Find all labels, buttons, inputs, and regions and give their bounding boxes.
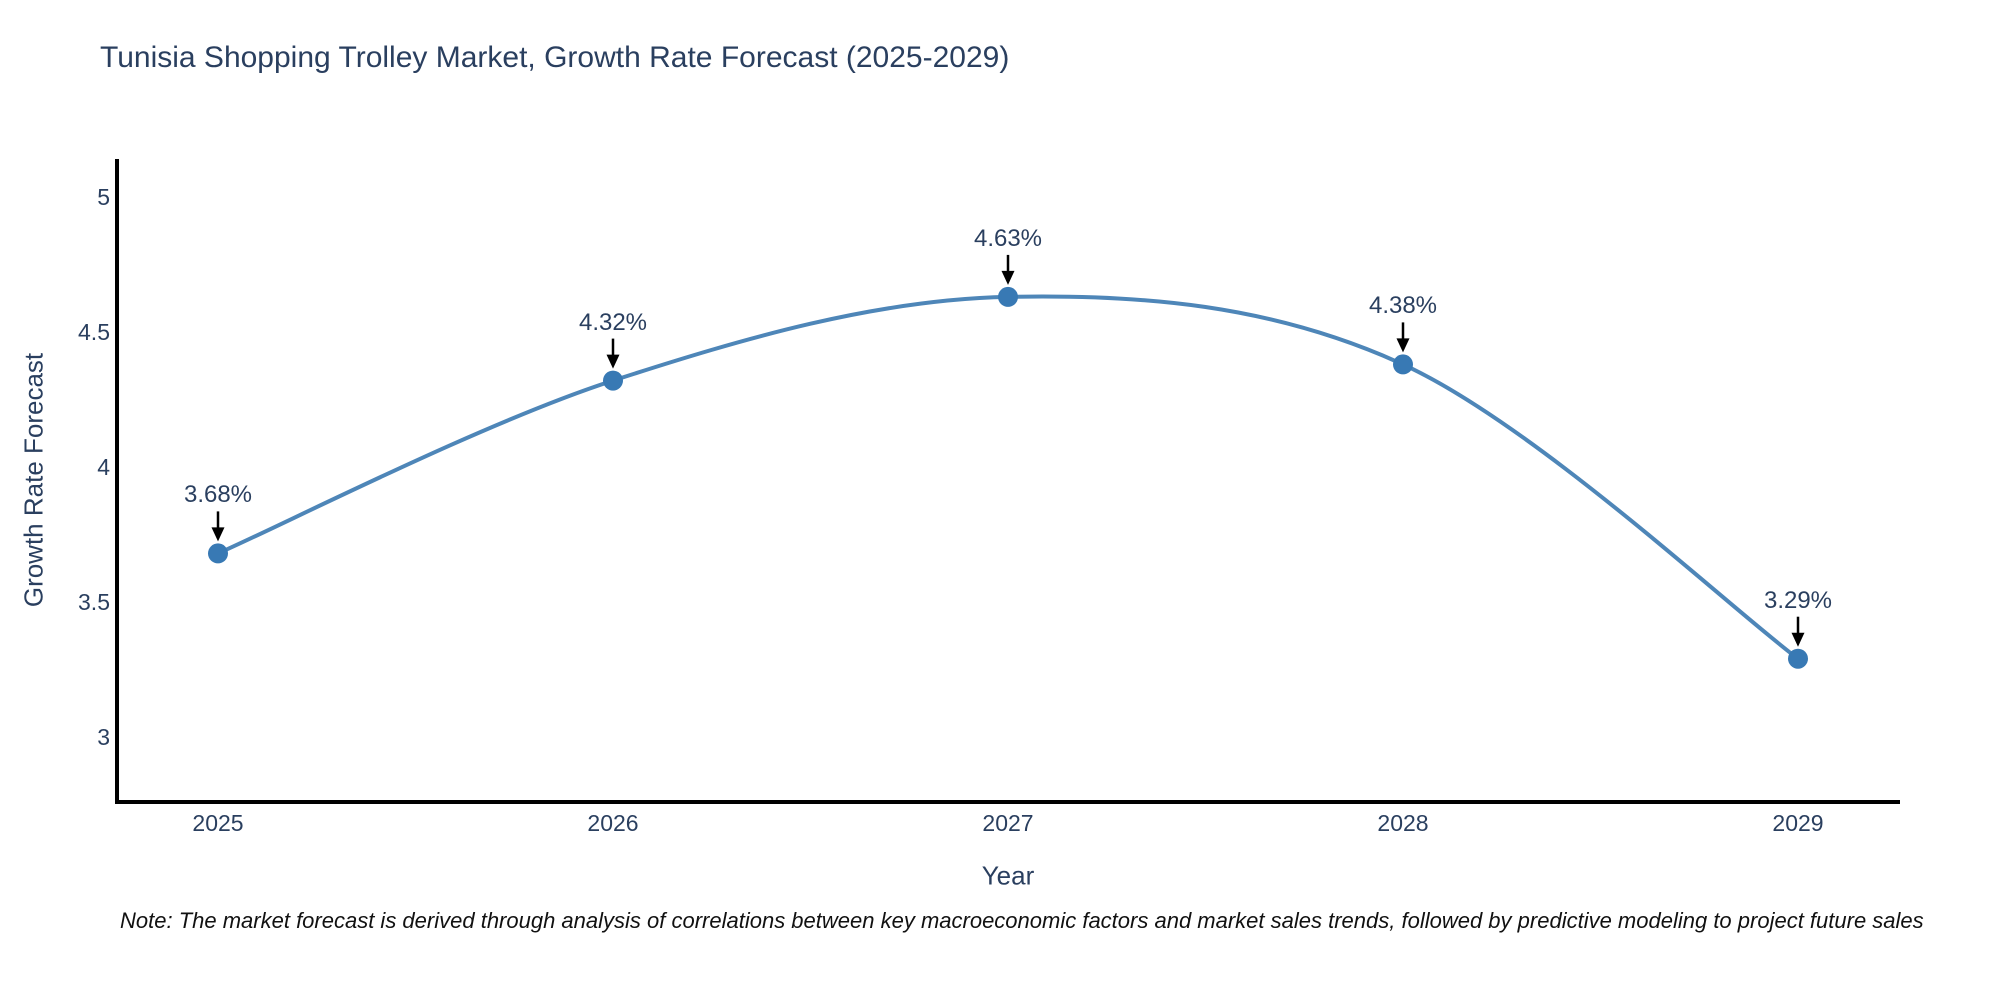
point-value-label: 3.68% <box>183 481 253 509</box>
y-tick-label: 3.5 <box>78 589 110 615</box>
chart-title: Tunisia Shopping Trolley Market, Growth … <box>100 41 1010 74</box>
point-value-label: 4.32% <box>578 308 648 336</box>
annotation-arrowhead-icon <box>1396 338 1410 353</box>
x-tick-label: 2029 <box>1772 810 1824 836</box>
annotation-arrowhead-icon <box>606 354 620 369</box>
x-tick-label: 2027 <box>982 810 1034 836</box>
series-layer <box>208 286 1808 669</box>
y-tick-label: 3 <box>97 724 110 750</box>
point-value-label: 4.38% <box>1368 292 1438 320</box>
annotation-arrowhead-icon <box>1791 632 1805 647</box>
y-tick-label: 5 <box>97 184 110 210</box>
point-value-label: 4.63% <box>973 224 1043 252</box>
annotation-arrowhead-icon <box>1001 270 1015 285</box>
data-point-marker[interactable] <box>1788 648 1808 669</box>
note-text: Note: The market forecast is derived thr… <box>120 908 1924 933</box>
x-axis-title: Year <box>981 860 1035 891</box>
y-tick-label: 4 <box>97 454 110 480</box>
x-tick-label: 2026 <box>587 810 639 836</box>
x-tick-label: 2028 <box>1377 810 1429 836</box>
x-tick-label: 2025 <box>192 810 244 836</box>
data-point-marker[interactable] <box>1393 354 1413 375</box>
annotation-arrow-layer <box>211 254 1805 647</box>
data-point-marker[interactable] <box>208 543 228 564</box>
y-tick-label: 4.5 <box>78 319 110 345</box>
annotation-arrowhead-icon <box>211 527 225 542</box>
point-value-label: 3.29% <box>1763 586 1833 614</box>
data-point-marker[interactable] <box>998 286 1018 307</box>
data-point-marker[interactable] <box>603 370 623 391</box>
line-series <box>217 294 1800 661</box>
